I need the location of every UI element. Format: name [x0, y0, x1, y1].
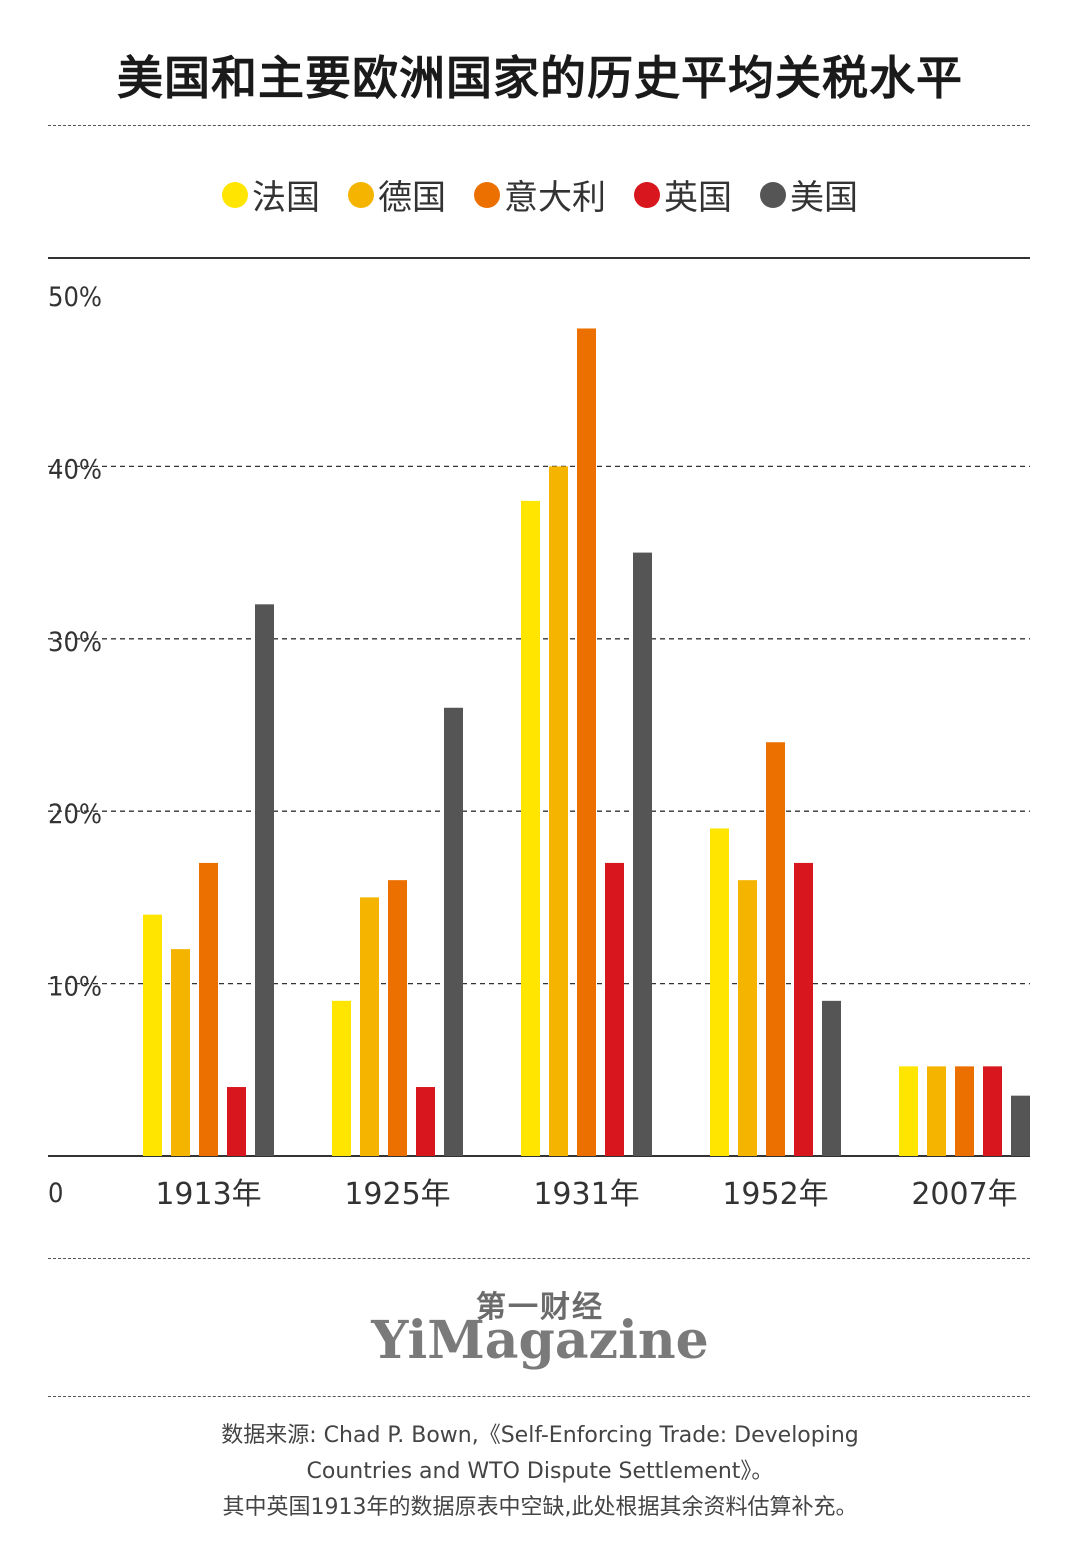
bar-2-0 [521, 500, 540, 1156]
bar-chart: 0 10% 20% 30% 40% 50% 1913年 1925年 1931年 1952年 2007… [48, 257, 1030, 1212]
legend-swatch-uk [634, 181, 660, 208]
bar-0-4 [255, 604, 274, 1156]
top-divider [48, 125, 1030, 126]
brand-chinese-name: 第一财经 [476, 1290, 604, 1325]
bottom-divider [48, 1396, 1030, 1397]
legend-label-uk: 英国 [664, 178, 732, 218]
bar-0-1 [171, 949, 190, 1156]
y-tick-label-10: 10% [48, 972, 102, 1003]
bar-2-2 [577, 328, 596, 1157]
bar-4-0 [899, 1066, 918, 1156]
legend-swatch-germany [348, 181, 374, 208]
legend-item-uk: 英国 [634, 170, 732, 219]
bar-0-3 [227, 1087, 246, 1156]
label-layer: 0 10% 20% 30% 40% 50% 1913年 1925年 1931年 1952年 2007… [48, 282, 1018, 1212]
bar-3-2 [766, 742, 785, 1156]
source-line-2: Countries and WTO Dispute Settlement》。 [306, 1459, 774, 1484]
bar-3-3 [794, 862, 813, 1156]
y-tick-label-50: 50% [48, 282, 102, 313]
legend-label-italy: 意大利 [504, 178, 606, 218]
bar-2-4 [633, 552, 652, 1156]
bar-3-4 [822, 1000, 841, 1156]
legend-label-usa: 美国 [790, 178, 858, 218]
source-line-3: 其中英国1913年的数据原表中空缺,此处根据其余资料估算补充。 [222, 1495, 858, 1520]
bar-1-4 [444, 707, 463, 1156]
bar-layer [143, 328, 1030, 1157]
bar-4-4 [1011, 1095, 1030, 1156]
bar-1-3 [416, 1087, 435, 1156]
bar-0-2 [199, 862, 218, 1156]
bar-0-0 [143, 914, 162, 1156]
source-line-1: 数据来源: Chad P. Bown,《Self-Enforcing Trade… [221, 1423, 859, 1448]
x-tick-label-2: 1931年 [533, 1177, 639, 1212]
bar-2-1 [549, 466, 568, 1156]
legend-swatch-usa [760, 181, 786, 208]
bar-2-3 [605, 862, 624, 1156]
legend-item-germany: 德国 [348, 170, 446, 219]
bar-4-1 [927, 1066, 946, 1156]
brand-logo-text: YiMagazine [371, 1310, 709, 1371]
legend-item-france: 法国 [222, 170, 320, 219]
legend-item-usa: 美国 [760, 170, 858, 219]
x-tick-label-4: 2007年 [911, 1177, 1017, 1212]
bar-4-3 [983, 1066, 1002, 1156]
bar-3-0 [710, 828, 729, 1156]
y-tick-label-30: 30% [48, 627, 102, 658]
x-tick-label-1: 1925年 [344, 1177, 450, 1212]
y-tick-label-20: 20% [48, 799, 102, 830]
y-tick-label-40: 40% [48, 454, 102, 485]
legend-item-italy: 意大利 [474, 170, 606, 219]
legend-label-france: 法国 [252, 178, 320, 218]
source-note: 数据来源: Chad P. Bown,《Self-Enforcing Trade… [0, 1418, 1080, 1526]
x-tick-label-3: 1952年 [722, 1177, 828, 1212]
legend-label-germany: 德国 [378, 178, 446, 218]
bar-1-1 [360, 897, 379, 1156]
x-tick-label-0: 1913年 [155, 1177, 261, 1212]
legend-swatch-italy [474, 181, 500, 208]
bar-3-1 [738, 880, 757, 1156]
chart-title: 美国和主要欧洲国家的历史平均关税水平 [117, 51, 963, 105]
y-tick-label-0: 0 [48, 1178, 63, 1209]
legend: 法国 德国 意大利 英国 美国 [0, 170, 1080, 219]
middle-divider [48, 1258, 1030, 1259]
bar-1-0 [332, 1000, 351, 1156]
bar-4-2 [955, 1066, 974, 1156]
bar-1-2 [388, 880, 407, 1156]
legend-swatch-france [222, 181, 248, 208]
